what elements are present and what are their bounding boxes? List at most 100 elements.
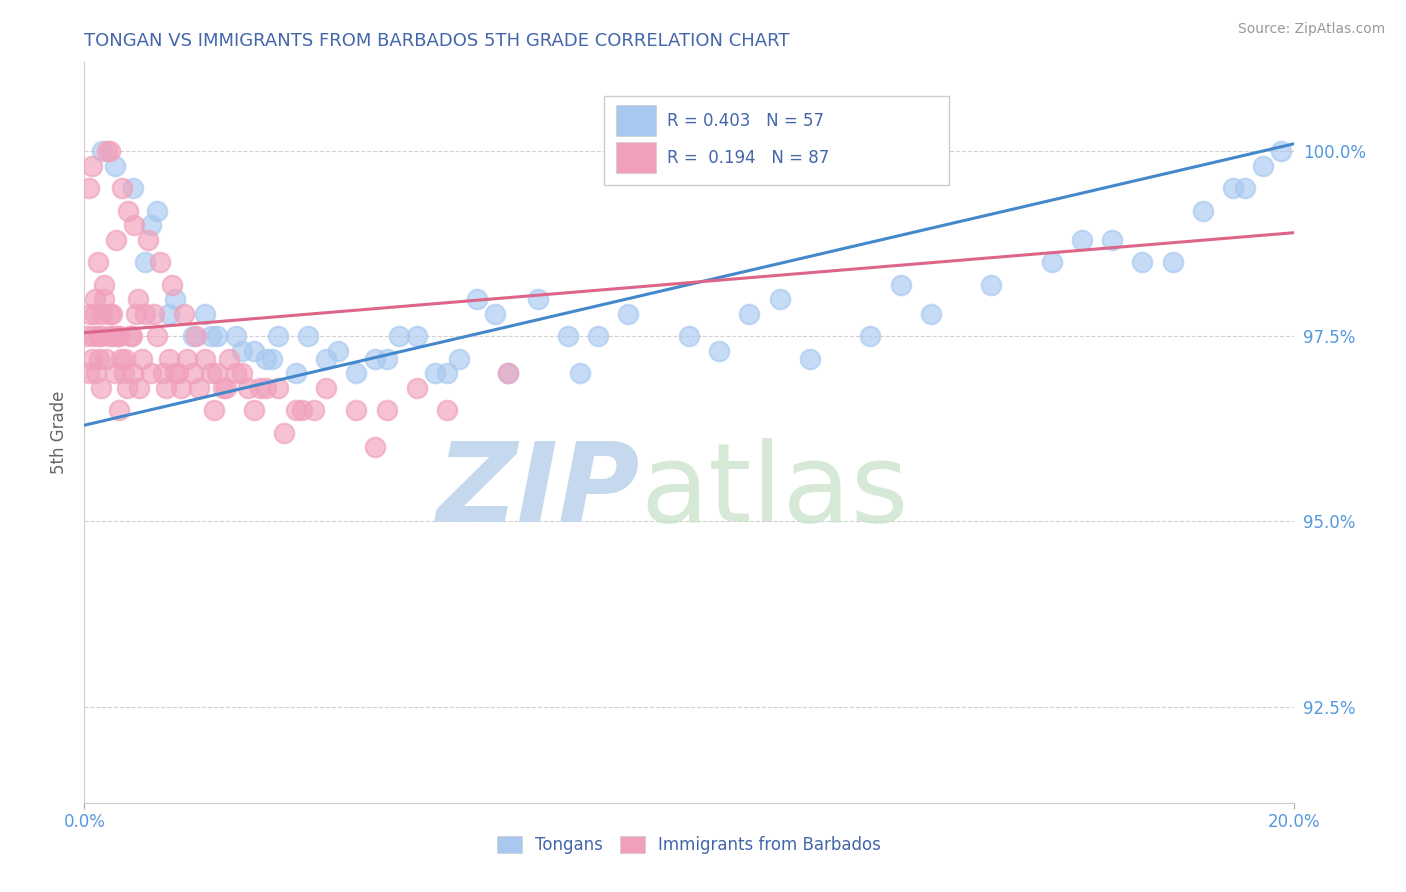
Point bbox=[436, 403, 458, 417]
Point bbox=[176, 351, 198, 366]
Point bbox=[181, 329, 204, 343]
Point bbox=[267, 381, 290, 395]
Point bbox=[859, 329, 882, 343]
Point bbox=[406, 381, 429, 395]
Point bbox=[194, 351, 217, 366]
Point bbox=[82, 159, 104, 173]
Point bbox=[375, 403, 398, 417]
Point bbox=[80, 351, 103, 366]
Point bbox=[131, 351, 153, 366]
Text: R = 0.403   N = 57: R = 0.403 N = 57 bbox=[668, 112, 824, 130]
Point bbox=[890, 277, 912, 292]
Legend: Tongans, Immigrants from Barbados: Tongans, Immigrants from Barbados bbox=[491, 830, 887, 861]
Point bbox=[375, 351, 398, 366]
Point bbox=[1270, 145, 1292, 159]
Point bbox=[125, 307, 148, 321]
Point bbox=[225, 329, 247, 343]
Point bbox=[103, 329, 125, 343]
Point bbox=[231, 367, 253, 381]
Point bbox=[254, 381, 277, 395]
Point bbox=[302, 403, 325, 417]
Point bbox=[121, 181, 143, 195]
Point bbox=[1101, 233, 1123, 247]
Point bbox=[207, 367, 229, 381]
Point bbox=[231, 344, 253, 359]
Point bbox=[170, 381, 193, 395]
Point bbox=[136, 233, 159, 247]
Point bbox=[90, 381, 112, 395]
Point bbox=[96, 145, 118, 159]
Point bbox=[77, 367, 100, 381]
Point bbox=[83, 307, 105, 321]
Point bbox=[297, 329, 319, 343]
Point bbox=[249, 381, 271, 395]
FancyBboxPatch shape bbox=[616, 105, 657, 136]
Point bbox=[167, 367, 190, 381]
Point bbox=[588, 329, 610, 343]
Y-axis label: 5th Grade: 5th Grade bbox=[49, 391, 67, 475]
Point bbox=[89, 351, 111, 366]
Point bbox=[110, 351, 132, 366]
Point bbox=[557, 329, 579, 343]
Point bbox=[134, 255, 156, 269]
Point bbox=[108, 329, 131, 343]
Point bbox=[152, 367, 174, 381]
FancyBboxPatch shape bbox=[605, 95, 949, 185]
Point bbox=[188, 381, 211, 395]
Point bbox=[1161, 255, 1184, 269]
Point bbox=[1132, 255, 1154, 269]
Point bbox=[291, 403, 314, 417]
Point bbox=[215, 381, 238, 395]
Point bbox=[738, 307, 761, 321]
Point bbox=[139, 219, 162, 233]
Point bbox=[139, 367, 162, 381]
Point bbox=[496, 367, 519, 381]
Point bbox=[449, 351, 471, 366]
Point bbox=[100, 307, 122, 321]
Point bbox=[496, 367, 519, 381]
Point bbox=[236, 381, 259, 395]
Point bbox=[111, 181, 134, 195]
Point bbox=[115, 381, 138, 395]
Point bbox=[569, 367, 592, 381]
Point bbox=[315, 351, 337, 366]
Point bbox=[363, 351, 385, 366]
Point bbox=[165, 293, 187, 307]
Point bbox=[114, 351, 136, 366]
Point bbox=[76, 329, 98, 343]
Point bbox=[200, 367, 222, 381]
Point bbox=[1222, 181, 1244, 195]
Point bbox=[82, 329, 104, 343]
Point bbox=[108, 403, 131, 417]
Point bbox=[1192, 203, 1215, 218]
Point bbox=[157, 351, 180, 366]
Text: TONGAN VS IMMIGRANTS FROM BARBADOS 5TH GRADE CORRELATION CHART: TONGAN VS IMMIGRANTS FROM BARBADOS 5TH G… bbox=[84, 32, 790, 50]
Point bbox=[97, 329, 120, 343]
Point bbox=[117, 203, 139, 218]
Point bbox=[1071, 233, 1094, 247]
Point bbox=[186, 329, 208, 343]
Point bbox=[107, 329, 129, 343]
Point bbox=[91, 145, 114, 159]
Point bbox=[346, 367, 368, 381]
Point bbox=[315, 381, 337, 395]
Point bbox=[617, 307, 640, 321]
Point bbox=[118, 329, 141, 343]
Point bbox=[467, 293, 489, 307]
Point bbox=[98, 145, 121, 159]
Point bbox=[86, 329, 108, 343]
Point bbox=[328, 344, 350, 359]
Point bbox=[98, 307, 121, 321]
Point bbox=[388, 329, 411, 343]
Point bbox=[94, 351, 117, 366]
Point bbox=[134, 307, 156, 321]
Point bbox=[1253, 159, 1275, 173]
Text: ZIP: ZIP bbox=[437, 438, 641, 545]
Point bbox=[86, 367, 108, 381]
Point bbox=[769, 293, 792, 307]
Point bbox=[436, 367, 458, 381]
Point bbox=[104, 233, 127, 247]
Point bbox=[104, 159, 127, 173]
Point bbox=[77, 181, 100, 195]
Point bbox=[128, 381, 150, 395]
